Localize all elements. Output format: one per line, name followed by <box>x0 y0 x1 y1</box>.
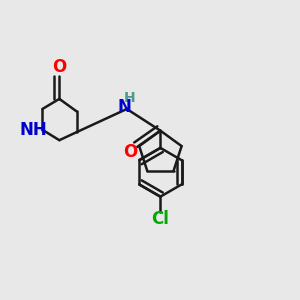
Text: O: O <box>52 58 67 76</box>
Text: Cl: Cl <box>152 210 169 228</box>
Text: H: H <box>124 91 136 105</box>
Text: O: O <box>123 143 137 161</box>
Text: NH: NH <box>19 121 47 139</box>
Text: N: N <box>118 98 131 116</box>
